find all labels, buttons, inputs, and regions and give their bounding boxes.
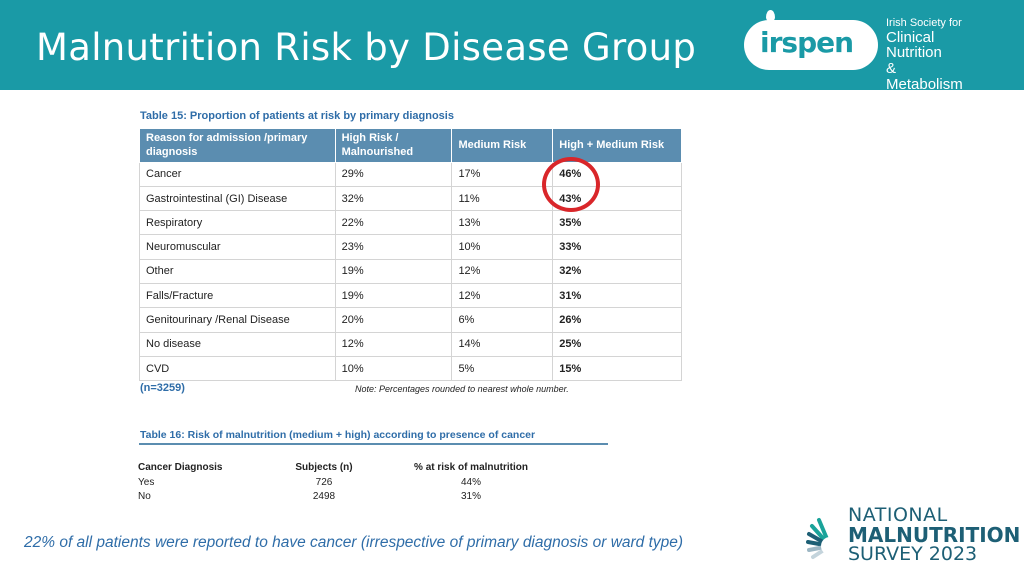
subjects-cell: 726 <box>315 476 333 488</box>
diagnosis-cell: Gastrointestinal (GI) Disease <box>139 185 336 212</box>
table-row: Falls/Fracture 19% 12% 31% <box>139 283 682 309</box>
medium-risk-cell: 6% <box>451 307 554 333</box>
table-row: Genitourinary /Renal Disease 20% 6% 26% <box>139 307 682 333</box>
medium-risk-cell: 10% <box>451 234 554 260</box>
percent-at-risk-cell: 31% <box>460 491 481 502</box>
header-banner: Malnutrition Risk by Disease Group irspe… <box>0 0 1024 93</box>
table-row: Respiratory 22% 13% 35% <box>139 210 682 236</box>
combined-risk-cell: 25% <box>552 331 682 357</box>
table-row: No disease 12% 14% 25% <box>139 331 682 357</box>
logo-line-1: Irish Society for <box>886 17 962 29</box>
combined-risk-cell: 32% <box>552 258 682 285</box>
sunburst-icon <box>806 518 839 559</box>
diagnosis-cell: Respiratory <box>139 210 336 236</box>
highlight-circle <box>542 157 600 212</box>
medium-risk-cell: 14% <box>451 331 554 357</box>
table15-header-diagnosis: Reason for admission /primary diagnosis <box>139 128 336 163</box>
rounding-note: Note: Percentages rounded to nearest who… <box>355 384 569 394</box>
high-risk-cell: 19% <box>334 258 453 285</box>
table-row: Cancer 29% 17% 46% <box>139 161 682 187</box>
logo-wordmark: irspen <box>760 26 854 59</box>
combined-risk-cell: 26% <box>552 307 682 333</box>
diagnosis-cell: Neuromuscular <box>139 234 336 260</box>
high-risk-cell: 32% <box>334 185 453 212</box>
combined-risk-cell: 15% <box>552 355 682 382</box>
diagnosis-cell: Falls/Fracture <box>139 283 336 309</box>
table-row: Other 19% 12% 32% <box>139 258 682 285</box>
high-risk-cell: 19% <box>334 283 453 309</box>
table16-divider <box>139 443 608 445</box>
table15-caption: Table 15: Proportion of patients at risk… <box>140 110 454 122</box>
logo-line-3: & Metabolism <box>886 60 963 93</box>
survey-logo: NATIONAL MALNUTRITION SURVEY 2023 <box>806 506 1020 570</box>
table-row: Yes 726 44% <box>138 477 558 492</box>
survey-logo-line-3: SURVEY 2023 <box>848 543 978 565</box>
diagnosis-cell: Cancer <box>139 161 336 187</box>
table15-header-row: Reason for admission /primary diagnosis … <box>139 128 682 163</box>
combined-risk-cell: 31% <box>552 283 682 309</box>
table16-header-diagnosis: Cancer Diagnosis <box>138 462 223 473</box>
table-row: Gastrointestinal (GI) Disease 32% 11% 43… <box>139 185 682 212</box>
medium-risk-cell: 12% <box>451 258 554 285</box>
table15-header-high-risk: High Risk / Malnourished <box>334 128 453 163</box>
droplet-icon <box>766 10 775 22</box>
logo-badge: irspen <box>744 20 878 70</box>
survey-logo-text: NATIONAL MALNUTRITION SURVEY 2023 <box>848 506 1020 564</box>
diagnosis-cell: Genitourinary /Renal Disease <box>139 307 336 333</box>
high-risk-cell: 22% <box>334 210 453 236</box>
survey-logo-line-2: MALNUTRITION <box>848 523 1021 547</box>
logo-line-2: Clinical Nutrition <box>886 28 942 62</box>
diagnosis-cell: No disease <box>139 331 336 357</box>
subjects-cell: 2498 <box>312 491 336 502</box>
combined-risk-cell: 35% <box>552 210 682 236</box>
sample-size-label: (n=3259) <box>140 382 185 394</box>
table16-header-percent: % at risk of malnutrition <box>414 462 528 473</box>
cancer-diagnosis-cell: No <box>138 491 151 502</box>
table-row: Neuromuscular 23% 10% 33% <box>139 234 682 260</box>
high-risk-cell: 10% <box>334 355 453 382</box>
cancer-diagnosis-cell: Yes <box>138 476 155 488</box>
percent-at-risk-cell: 44% <box>460 476 481 488</box>
table16-header-row: Cancer Diagnosis Subjects (n) % at risk … <box>138 462 558 477</box>
survey-logo-line-1: NATIONAL <box>848 504 948 526</box>
high-risk-cell: 12% <box>334 331 453 357</box>
medium-risk-cell: 17% <box>451 161 554 187</box>
table15: Reason for admission /primary diagnosis … <box>139 128 682 382</box>
table15-header-combined-risk: High + Medium Risk <box>552 128 682 163</box>
medium-risk-cell: 13% <box>451 210 554 236</box>
logo-text: Irish Society for Clinical Nutrition & M… <box>886 17 963 93</box>
table16-caption: Table 16: Risk of malnutrition (medium +… <box>140 429 536 441</box>
table15-header-medium-risk: Medium Risk <box>451 128 554 163</box>
table-row: No 2498 31% <box>138 491 558 506</box>
medium-risk-cell: 5% <box>451 355 554 382</box>
medium-risk-cell: 11% <box>451 185 554 212</box>
table16: Cancer Diagnosis Subjects (n) % at risk … <box>138 462 558 506</box>
combined-risk-cell: 33% <box>552 234 682 260</box>
high-risk-cell: 23% <box>334 234 453 260</box>
diagnosis-cell: Other <box>139 258 336 285</box>
diagnosis-cell: CVD <box>139 355 336 382</box>
high-risk-cell: 20% <box>334 307 453 333</box>
table16-header-subjects: Subjects (n) <box>295 462 353 473</box>
high-risk-cell: 29% <box>334 161 453 187</box>
medium-risk-cell: 12% <box>451 283 554 309</box>
footnote: 22% of all patients were reported to hav… <box>24 534 684 551</box>
slide-title: Malnutrition Risk by Disease Group <box>36 26 697 69</box>
table-row: CVD 10% 5% 15% <box>139 355 682 382</box>
